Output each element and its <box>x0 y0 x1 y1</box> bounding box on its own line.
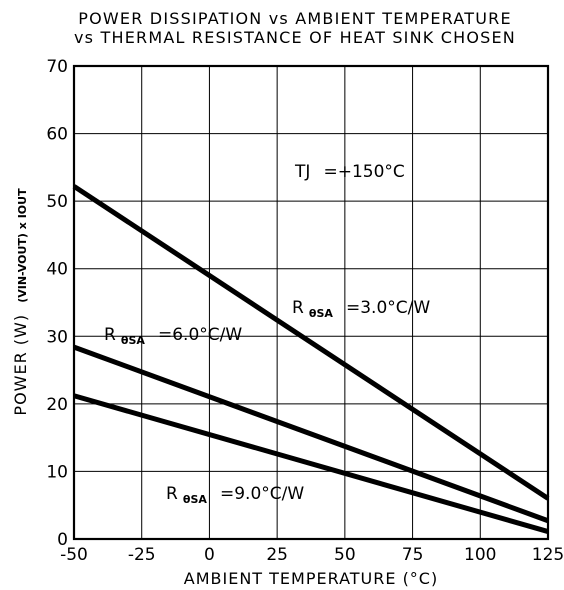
x-tick-label: 25 <box>266 545 288 565</box>
x-tick-label: -50 <box>60 545 88 565</box>
y-axis-label-main: POWER (W) <box>11 314 30 416</box>
x-tick-label: 0 <box>204 545 215 565</box>
x-tick-label: -25 <box>128 545 156 565</box>
x-tick-label: 100 <box>464 545 496 565</box>
y-axis-label-qualifier: (VIN-VOUT) x IOUT <box>16 188 29 303</box>
y-tick-label: 60 <box>46 125 68 145</box>
series-label-9c: R θSA =9.0°C/W <box>166 484 304 507</box>
tj-value: =+150°C <box>324 162 405 182</box>
x-tick-label: 125 <box>532 545 564 565</box>
y-tick-label: 0 <box>57 530 68 550</box>
x-axis-label: AMBIENT TEMPERATURE (°C) <box>184 569 438 588</box>
series-line-3c <box>72 184 550 501</box>
series-lines <box>72 184 550 534</box>
series-line-6c <box>73 344 549 524</box>
series-label-3c: R θSA =3.0°C/W <box>292 298 430 321</box>
chart-title: POWER DISSIPATION vs AMBIENT TEMPERATURE <box>78 9 512 28</box>
y-tick-label: 20 <box>46 395 68 415</box>
y-axis-label: POWER (W) (VIN-VOUT) x IOUT <box>11 188 30 416</box>
tj-symbol: TJ <box>294 162 310 182</box>
y-tick-label: 40 <box>46 260 68 280</box>
series-line-9c <box>73 393 549 534</box>
tick-labels: -50 -25 0 25 50 75 100 125 0 10 20 30 40 50 60 70 <box>46 57 564 565</box>
plot-frame <box>72 64 550 541</box>
series-label-6c: R θSA =6.0°C/W <box>104 325 242 348</box>
chart-subtitle: vs THERMAL RESISTANCE OF HEAT SINK CHOSE… <box>74 28 516 47</box>
y-tick-label: 30 <box>46 327 68 347</box>
y-tick-label: 70 <box>46 57 68 77</box>
y-tick-label: 50 <box>46 192 68 212</box>
x-tick-label: 75 <box>402 545 424 565</box>
x-tick-label: 50 <box>334 545 356 565</box>
grid-lines <box>73 65 549 540</box>
tj-annotation: TJ =+150°C <box>294 162 405 182</box>
y-tick-label: 10 <box>46 462 68 482</box>
